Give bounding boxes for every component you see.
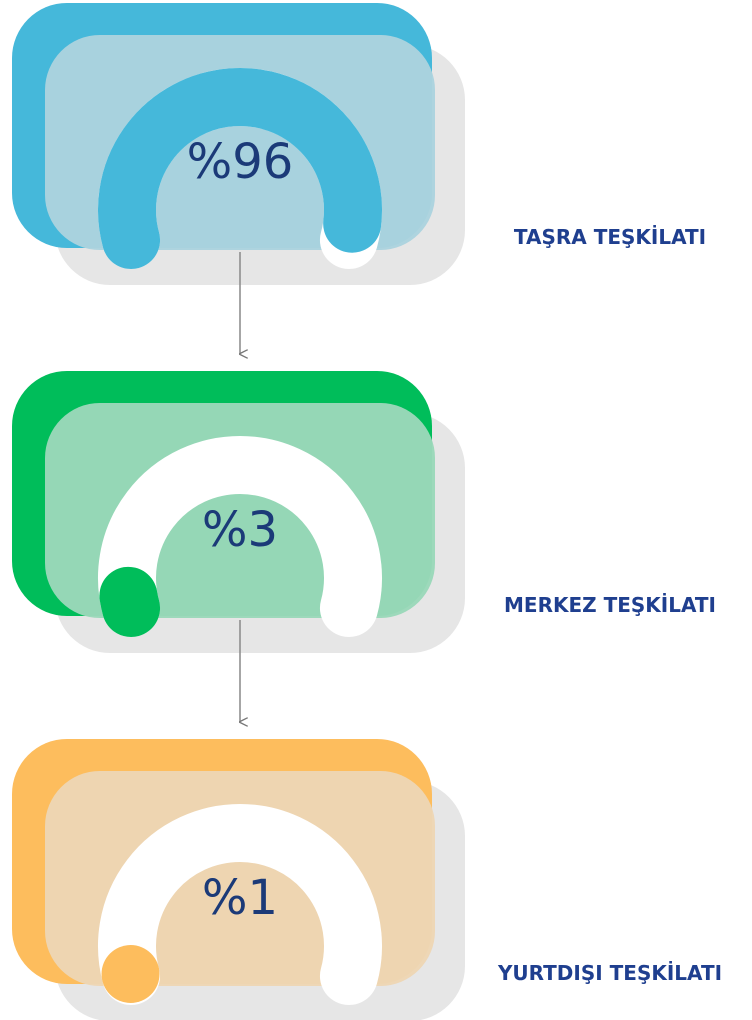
gauge-value-arc: [99, 566, 161, 637]
category-label: MERKEZ TEŞKİLATI: [504, 593, 716, 617]
gauge-panel: %96 TAŞRA TEŞKİLATI: [12, 3, 706, 285]
category-label: YURTDIŞI TEŞKİLATI: [497, 961, 722, 985]
category-label: TAŞRA TEŞKİLATI: [514, 225, 706, 249]
gauge-value-label: %3: [202, 502, 278, 558]
gauge-value-arc: [98, 68, 382, 269]
gauge-track: [98, 436, 382, 637]
gauge-value-dot: [101, 944, 160, 1003]
gauge-panel: %3 MERKEZ TEŞKİLATI: [12, 371, 716, 653]
gauge-value-label: %1: [202, 870, 278, 926]
gauge-track: [98, 804, 382, 1005]
gauge-panel: %1 YURTDIŞI TEŞKİLATI: [12, 739, 722, 1020]
gauge-value-label: %96: [187, 134, 294, 190]
